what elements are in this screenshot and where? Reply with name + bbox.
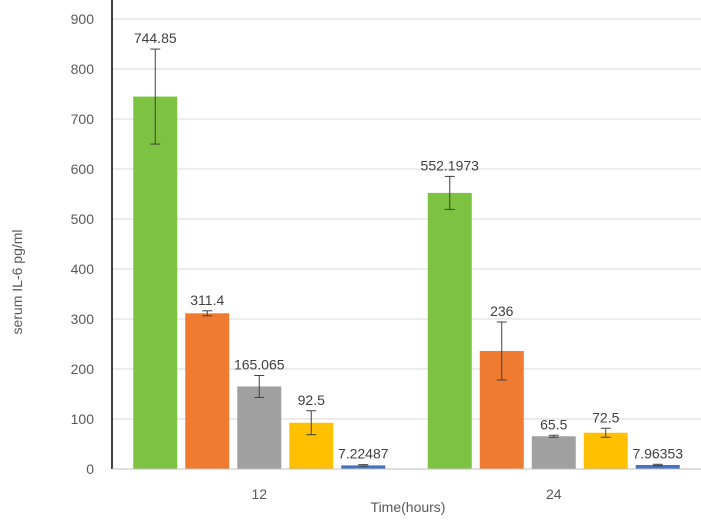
- data-label: 236: [490, 303, 514, 319]
- y-tick-label: 600: [71, 161, 95, 177]
- x-tick-label: 12: [251, 486, 267, 502]
- data-label: 165.065: [234, 356, 285, 372]
- y-tick-label: 500: [71, 211, 95, 227]
- data-label: 744.85: [134, 30, 177, 46]
- y-tick-label: 300: [71, 311, 95, 327]
- y-tick-label: 700: [71, 111, 95, 127]
- y-tick-label: 200: [71, 361, 95, 377]
- bar: [341, 465, 386, 469]
- data-label: 65.5: [540, 416, 567, 432]
- error-bars: [150, 48, 663, 467]
- y-tick-label: 0: [86, 461, 94, 477]
- data-label: 72.5: [592, 409, 619, 425]
- x-tick-label: 24: [546, 486, 562, 502]
- bar: [635, 465, 680, 469]
- data-label: 7.96353: [632, 445, 683, 461]
- bar: [185, 313, 230, 469]
- data-label: 552.1973: [421, 157, 480, 173]
- y-tick-label: 400: [71, 261, 95, 277]
- bar: [583, 432, 628, 469]
- y-tick-label: 100: [71, 411, 95, 427]
- y-tick-label: 900: [71, 11, 95, 27]
- data-label: 7.22487: [338, 446, 389, 462]
- bar: [531, 436, 576, 469]
- bars: [133, 96, 680, 469]
- data-label: 92.5: [298, 392, 325, 408]
- bar: [237, 386, 282, 469]
- x-axis-ticks: 12 24: [251, 486, 561, 502]
- y-tick-label: 800: [71, 61, 95, 77]
- x-axis-title: Time(hours): [371, 499, 446, 515]
- y-axis-ticks: 0 100 200 300 400 500 600 700 800 900: [71, 11, 95, 477]
- bar: [427, 192, 472, 469]
- data-label: 311.4: [190, 292, 224, 308]
- data-labels: 744.85 311.4 165.065 92.5 7.22487 552.1973 236…: [134, 30, 683, 462]
- bar: [133, 96, 178, 469]
- y-axis-title: serum IL-6 pg/ml: [9, 229, 25, 334]
